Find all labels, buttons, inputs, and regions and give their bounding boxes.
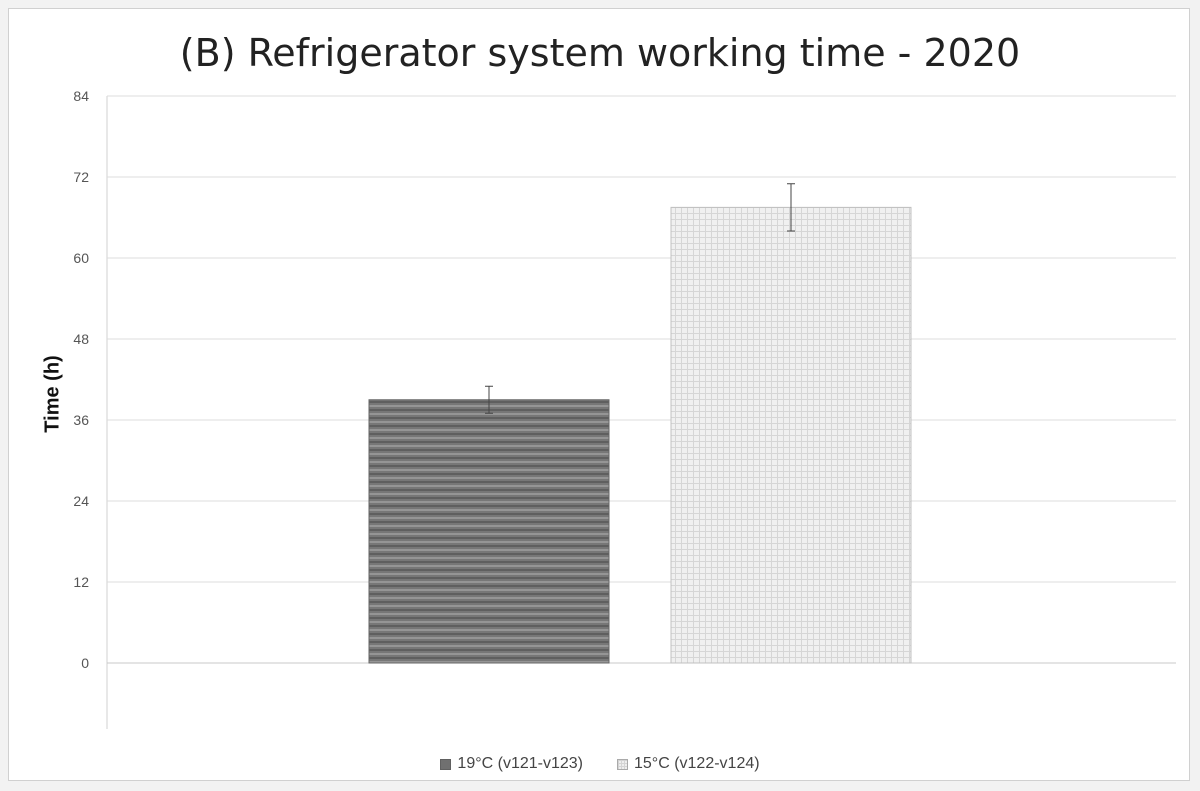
y-tick-label: 84: [73, 88, 89, 104]
y-tick-label: 72: [73, 169, 89, 185]
bar-group-1: [670, 183, 912, 664]
chart-title: (B) Refrigerator system working time - 2…: [179, 31, 1021, 75]
y-tick-label: 0: [81, 655, 89, 671]
bars: [368, 183, 912, 664]
chart-frame: (B) Refrigerator system working time - 2…: [8, 8, 1190, 781]
legend-item-15c: 15°C (v122-v124): [617, 755, 760, 773]
legend-label-15c: 15°C (v122-v124): [634, 755, 760, 772]
plot-area: 0 12 24 36 48 60 72 84: [73, 88, 1176, 729]
bar-group-0: [368, 385, 610, 664]
y-tick-label: 60: [73, 250, 89, 266]
legend: 19°C (v121-v123) 15°C (v122-v124): [9, 755, 1191, 773]
y-tick-label: 36: [73, 412, 89, 428]
y-tick-label: 48: [73, 331, 89, 347]
bar: [670, 206, 912, 664]
legend-item-19c: 19°C (v121-v123): [440, 755, 583, 773]
y-tick-label: 24: [73, 493, 89, 509]
grid-lines: [106, 95, 1176, 729]
legend-label-19c: 19°C (v121-v123): [457, 755, 583, 772]
legend-swatch-19c: [440, 758, 452, 770]
legend-swatch-15c: [617, 758, 628, 770]
y-tick-labels: 0 12 24 36 48 60 72 84: [73, 88, 89, 671]
y-tick-label: 12: [73, 574, 89, 590]
bar: [368, 399, 610, 664]
